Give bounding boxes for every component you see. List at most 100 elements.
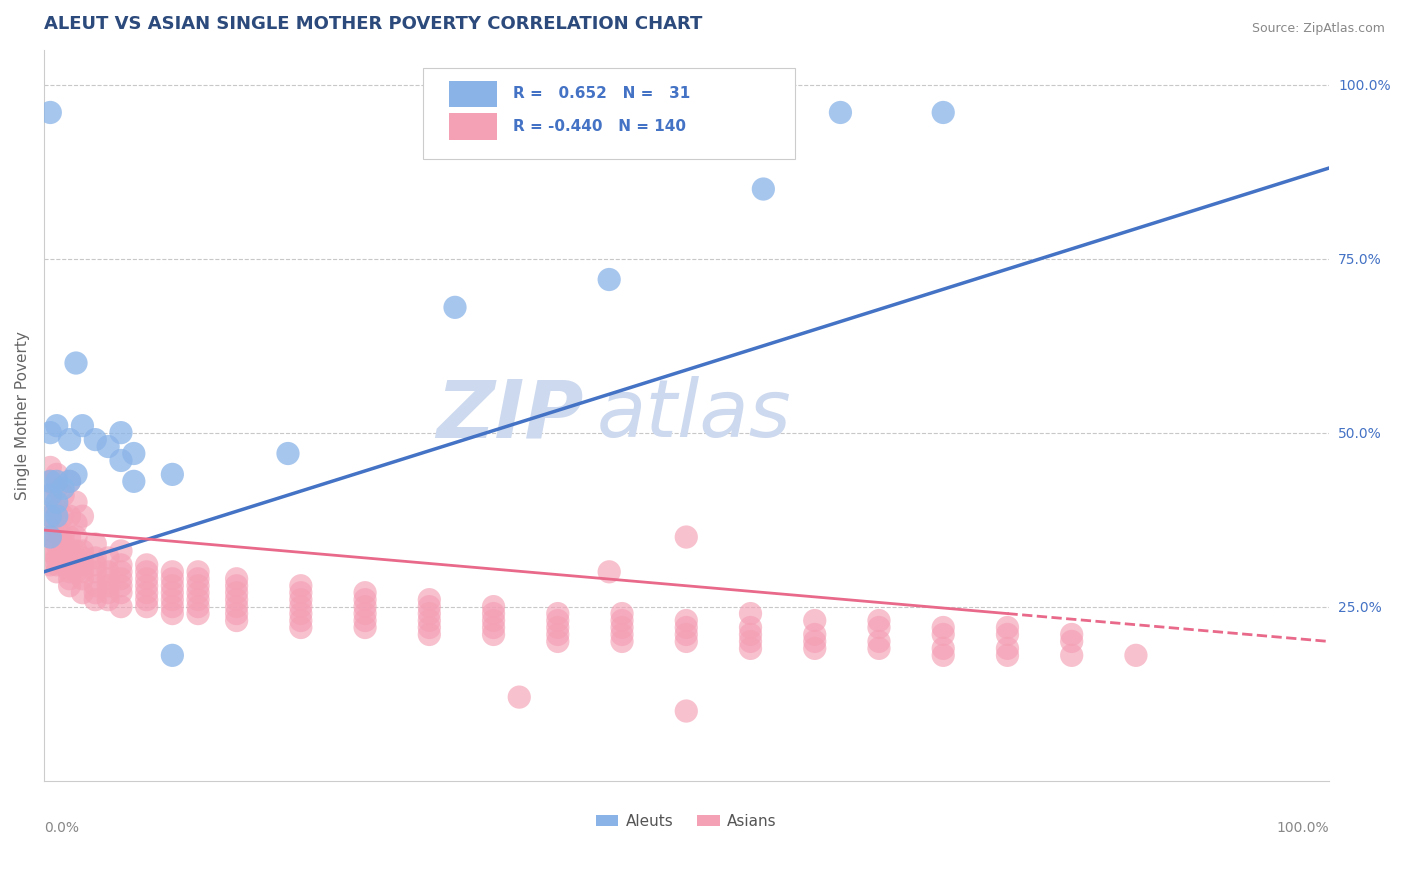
- Point: [58, 475, 80, 489]
- Point: [39, 509, 62, 524]
- Point: [72, 565, 94, 579]
- Point: [354, 607, 377, 621]
- Point: [1060, 627, 1083, 641]
- Point: [135, 565, 157, 579]
- Point: [547, 620, 569, 634]
- Point: [610, 614, 633, 628]
- Point: [39, 523, 62, 537]
- Point: [110, 579, 132, 593]
- Point: [110, 453, 132, 467]
- Point: [290, 620, 312, 634]
- Point: [45, 550, 67, 565]
- Point: [187, 585, 209, 599]
- Point: [1060, 634, 1083, 648]
- Point: [803, 641, 825, 656]
- Point: [84, 433, 107, 447]
- Point: [187, 579, 209, 593]
- Point: [740, 627, 762, 641]
- Point: [547, 607, 569, 621]
- Point: [52, 488, 75, 502]
- Point: [97, 550, 120, 565]
- Point: [418, 614, 440, 628]
- Point: [740, 620, 762, 634]
- Point: [65, 495, 87, 509]
- Point: [72, 544, 94, 558]
- Point: [84, 565, 107, 579]
- Point: [97, 585, 120, 599]
- Point: [187, 572, 209, 586]
- Point: [482, 599, 505, 614]
- Point: [65, 550, 87, 565]
- Point: [354, 585, 377, 599]
- Point: [122, 446, 145, 460]
- Point: [39, 558, 62, 572]
- Point: [610, 620, 633, 634]
- Point: [39, 537, 62, 551]
- Point: [135, 592, 157, 607]
- Point: [135, 558, 157, 572]
- Point: [162, 565, 184, 579]
- FancyBboxPatch shape: [449, 80, 498, 107]
- Point: [225, 572, 247, 586]
- Point: [72, 572, 94, 586]
- Point: [598, 565, 620, 579]
- Point: [97, 565, 120, 579]
- Point: [187, 607, 209, 621]
- Point: [162, 599, 184, 614]
- Point: [72, 550, 94, 565]
- Point: [162, 579, 184, 593]
- Point: [610, 607, 633, 621]
- Point: [58, 433, 80, 447]
- Point: [58, 572, 80, 586]
- Point: [58, 565, 80, 579]
- Point: [110, 599, 132, 614]
- Point: [45, 467, 67, 482]
- Point: [52, 530, 75, 544]
- Point: [58, 550, 80, 565]
- Point: [52, 509, 75, 524]
- Point: [110, 558, 132, 572]
- Point: [675, 620, 697, 634]
- Point: [45, 475, 67, 489]
- Point: [52, 481, 75, 495]
- Point: [84, 592, 107, 607]
- Point: [225, 579, 247, 593]
- Point: [225, 585, 247, 599]
- Point: [135, 572, 157, 586]
- Point: [45, 502, 67, 516]
- Text: 100.0%: 100.0%: [1277, 821, 1329, 835]
- Point: [45, 495, 67, 509]
- Point: [162, 572, 184, 586]
- Point: [932, 620, 955, 634]
- Point: [39, 488, 62, 502]
- Point: [225, 599, 247, 614]
- Point: [97, 440, 120, 454]
- Point: [58, 509, 80, 524]
- Point: [45, 523, 67, 537]
- Point: [482, 614, 505, 628]
- Point: [598, 272, 620, 286]
- Point: [354, 599, 377, 614]
- Point: [84, 585, 107, 599]
- Point: [290, 579, 312, 593]
- Point: [225, 592, 247, 607]
- Point: [482, 627, 505, 641]
- Point: [122, 475, 145, 489]
- Point: [52, 558, 75, 572]
- Point: [675, 614, 697, 628]
- Point: [290, 607, 312, 621]
- Text: 0.0%: 0.0%: [44, 821, 79, 835]
- Point: [675, 634, 697, 648]
- Point: [162, 585, 184, 599]
- Point: [418, 592, 440, 607]
- Point: [290, 585, 312, 599]
- Point: [868, 620, 890, 634]
- Point: [997, 648, 1019, 663]
- FancyBboxPatch shape: [423, 68, 796, 160]
- Point: [932, 105, 955, 120]
- Point: [830, 105, 852, 120]
- Point: [520, 105, 543, 120]
- Point: [52, 550, 75, 565]
- Point: [997, 620, 1019, 634]
- Point: [803, 627, 825, 641]
